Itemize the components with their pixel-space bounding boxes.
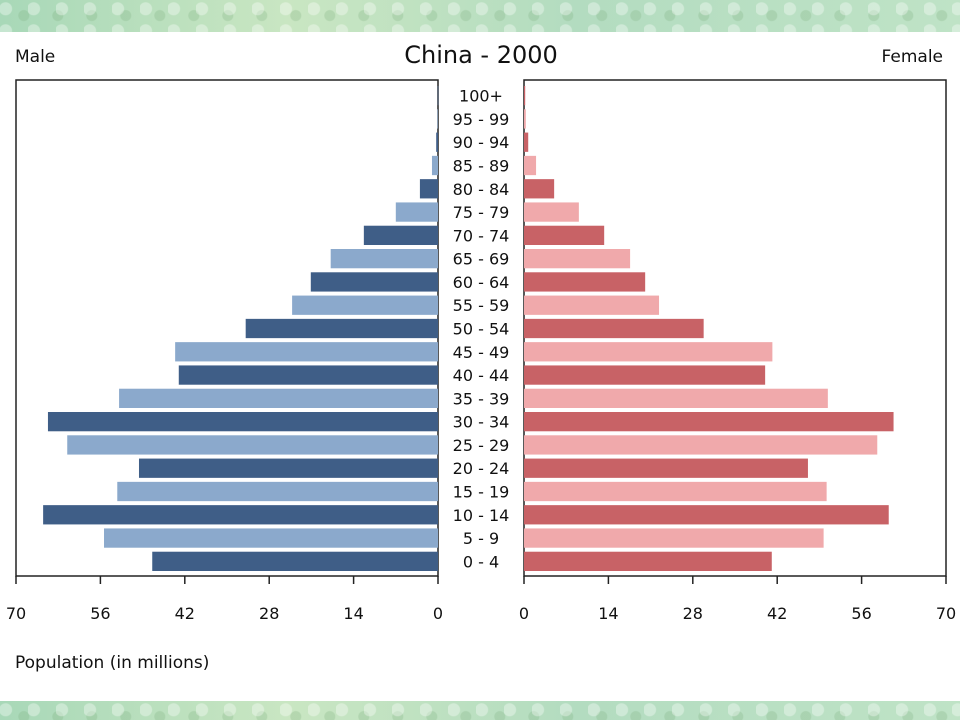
age-group-label: 90 - 94 bbox=[453, 133, 510, 152]
male-label: Male bbox=[15, 47, 55, 67]
female-bar bbox=[524, 365, 766, 385]
axis-tick-label: 56 bbox=[90, 604, 110, 623]
age-group-label: 80 - 84 bbox=[453, 180, 510, 199]
axis-tick-label: 42 bbox=[175, 604, 195, 623]
age-group-label: 5 - 9 bbox=[463, 529, 499, 548]
male-bar bbox=[175, 342, 438, 362]
female-bar bbox=[524, 481, 827, 502]
female-axis-ticks: 0 14 28 42 56 70 bbox=[519, 576, 956, 623]
female-bar bbox=[524, 551, 772, 571]
male-bar bbox=[67, 435, 438, 455]
female-bar bbox=[524, 458, 808, 478]
age-group-label: 35 - 39 bbox=[453, 389, 510, 408]
female-bar bbox=[524, 132, 529, 152]
age-group-label: 60 - 64 bbox=[453, 273, 510, 292]
male-bar bbox=[363, 225, 438, 245]
female-bar bbox=[524, 388, 828, 408]
female-bar bbox=[524, 109, 526, 129]
female-bar bbox=[524, 435, 878, 455]
male-bar bbox=[437, 109, 438, 129]
male-bar bbox=[178, 365, 438, 385]
decorative-bottom-band bbox=[0, 701, 960, 720]
female-bar bbox=[524, 225, 605, 245]
axis-tick-label: 70 bbox=[936, 604, 956, 623]
male-bar bbox=[43, 505, 438, 525]
chart-title: China - 2000 bbox=[404, 41, 558, 69]
female-bar bbox=[524, 295, 660, 315]
male-bar bbox=[152, 551, 438, 571]
axis-tick-label: 56 bbox=[851, 604, 871, 623]
age-group-label: 50 - 54 bbox=[453, 320, 510, 339]
male-bar bbox=[310, 272, 438, 292]
age-group-label: 0 - 4 bbox=[463, 552, 499, 571]
axis-tick-label: 0 bbox=[433, 604, 443, 623]
male-bar bbox=[437, 86, 439, 106]
age-group-label: 10 - 14 bbox=[453, 506, 510, 525]
female-bar bbox=[524, 155, 537, 176]
age-group-label: 95 - 99 bbox=[453, 110, 510, 129]
axis-tick-label: 14 bbox=[343, 604, 363, 623]
female-bar bbox=[524, 249, 631, 269]
age-group-labels: 100+ 95 - 99 90 - 94 85 - 89 80 - 84 75 - 79 7… bbox=[453, 87, 510, 572]
male-bar bbox=[104, 528, 438, 548]
female-bar bbox=[524, 202, 579, 222]
male-axis-ticks: 70 56 42 28 14 0 bbox=[6, 576, 443, 623]
male-bars bbox=[43, 86, 439, 571]
age-group-label: 25 - 29 bbox=[453, 436, 510, 455]
male-bar bbox=[419, 179, 438, 199]
age-group-label: 20 - 24 bbox=[453, 459, 510, 478]
male-bar bbox=[47, 412, 439, 432]
female-bar bbox=[524, 342, 773, 362]
decorative-top-band bbox=[0, 0, 960, 32]
age-group-label: 65 - 69 bbox=[453, 250, 510, 269]
female-bar bbox=[524, 86, 526, 106]
x-axis-label: Population (in millions) bbox=[15, 653, 209, 673]
age-group-label: 15 - 19 bbox=[453, 483, 510, 502]
female-bars bbox=[524, 86, 894, 571]
age-group-label: 30 - 34 bbox=[453, 413, 510, 432]
female-bar bbox=[524, 272, 646, 292]
axis-tick-label: 42 bbox=[767, 604, 787, 623]
population-pyramid-chart: China - 2000 Male Female 100+ 95 - 99 90 -… bbox=[6, 41, 956, 673]
male-bar bbox=[117, 481, 438, 502]
age-group-label: 45 - 49 bbox=[453, 343, 510, 362]
axis-tick-label: 14 bbox=[598, 604, 618, 623]
age-group-label: 70 - 74 bbox=[453, 226, 510, 245]
female-bar bbox=[524, 528, 824, 548]
female-bar bbox=[524, 179, 555, 199]
axis-tick-label: 70 bbox=[6, 604, 26, 623]
age-group-label: 100+ bbox=[459, 87, 503, 106]
male-bar bbox=[245, 318, 438, 339]
age-group-label: 55 - 59 bbox=[453, 296, 510, 315]
female-bar bbox=[524, 318, 704, 339]
axis-tick-label: 0 bbox=[519, 604, 529, 623]
male-bar bbox=[330, 249, 438, 269]
male-bar bbox=[431, 155, 438, 176]
female-bar bbox=[524, 412, 894, 432]
male-bar bbox=[119, 388, 439, 408]
male-bar bbox=[292, 295, 438, 315]
male-bar bbox=[138, 458, 439, 478]
male-bar bbox=[395, 202, 438, 222]
axis-tick-label: 28 bbox=[683, 604, 703, 623]
age-group-label: 75 - 79 bbox=[453, 203, 510, 222]
age-group-label: 40 - 44 bbox=[453, 366, 510, 385]
female-bar bbox=[524, 505, 889, 525]
axis-tick-label: 28 bbox=[259, 604, 279, 623]
female-label: Female bbox=[882, 47, 943, 67]
male-bar bbox=[436, 132, 438, 152]
age-group-label: 85 - 89 bbox=[453, 157, 510, 176]
